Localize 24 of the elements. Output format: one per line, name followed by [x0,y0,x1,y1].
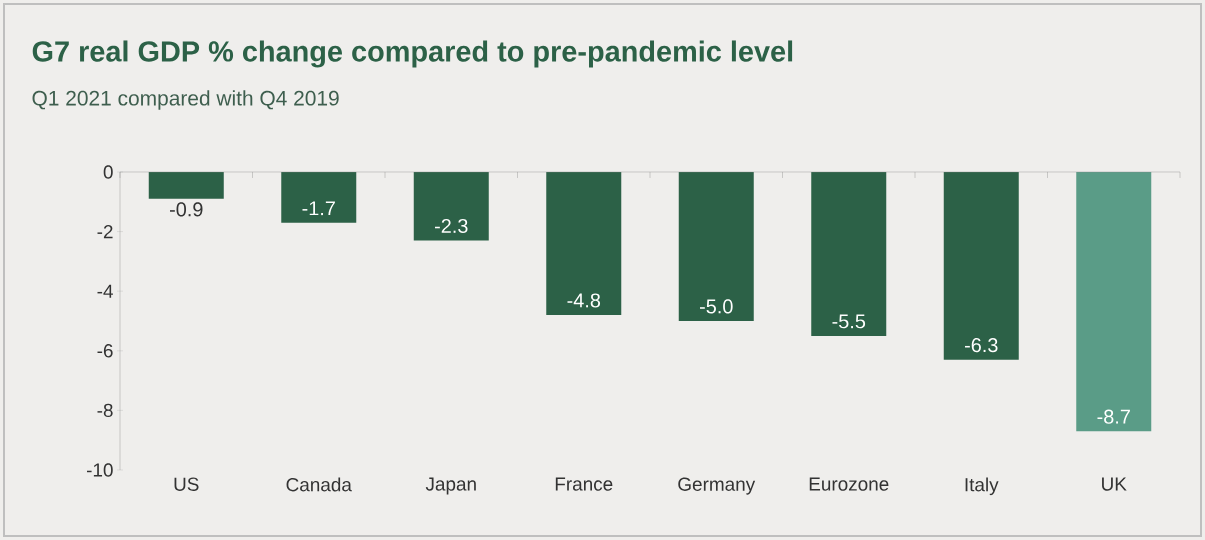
x-tick-label: Canada [286,477,352,492]
x-tick-label: US [174,477,199,491]
data-label: -0.9 [169,202,203,217]
chart-subtitle: Q1 2021 compared with Q4 2019 [32,90,339,110]
y-tick-label: -10 [86,463,113,477]
y-tick-label: -2 [97,224,113,239]
x-tick-label: Eurozone [809,477,889,491]
data-label: -1.7 [302,201,335,216]
data-label: -5.0 [699,299,733,314]
x-tick-label: Italy [965,477,999,496]
data-label: -5.5 [832,314,866,329]
x-tick-label: Germany [678,477,756,495]
y-tick-label: -4 [97,284,113,298]
x-tick-label: France [555,477,613,491]
data-label: -6.3 [964,338,998,353]
data-label: -8.7 [1097,409,1130,424]
chart-title: G7 real GDP % change compared to pre-pandemic level [32,40,793,68]
data-label: -2.3 [434,218,468,233]
x-tick-label: UK [1102,477,1127,491]
y-tick-label: -6 [97,344,113,358]
y-tick-label: -8 [97,403,113,418]
y-tick-label: 0 [103,165,113,179]
x-tick-label: Japan [425,477,476,495]
data-label: -4.8 [567,293,601,308]
